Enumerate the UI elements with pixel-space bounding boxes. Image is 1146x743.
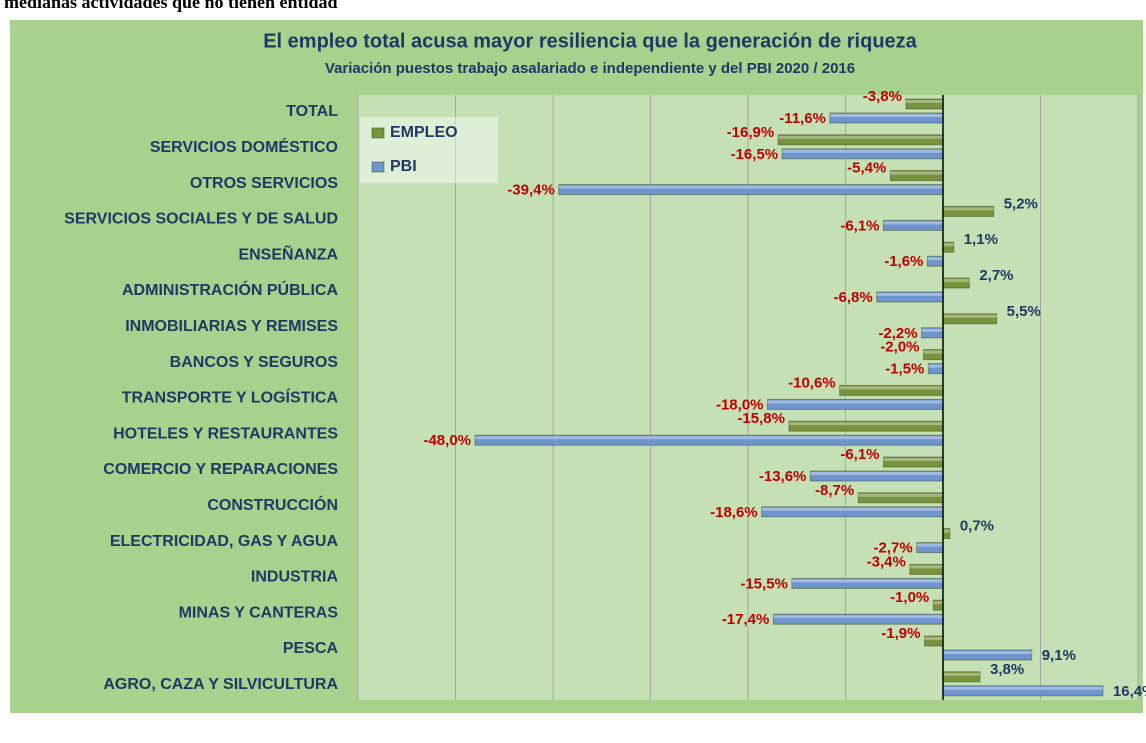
category-label: BANCOS Y SEGUROS	[170, 354, 339, 371]
category-label: CONSTRUCCIÓN	[207, 495, 338, 514]
value-label: -10,6%	[788, 374, 836, 391]
chart-subtitle: Variación puestos trabajo asalariado e i…	[325, 60, 855, 77]
value-label: -2,0%	[880, 339, 919, 356]
value-label: 9,1%	[1042, 647, 1076, 664]
value-label: 16,4%	[1113, 683, 1146, 700]
legend-label: PBI	[390, 158, 417, 175]
value-label: -8,7%	[815, 482, 854, 499]
bar-highlight	[791, 579, 943, 583]
category-label: SERVICIOS DOMÉSTICO	[150, 137, 338, 156]
bar-highlight	[883, 221, 943, 225]
value-label: 5,2%	[1004, 195, 1038, 212]
bar-highlight	[943, 207, 994, 211]
value-label: 5,5%	[1007, 303, 1041, 320]
top-text: medianas actividades que no tienen entid…	[4, 0, 338, 12]
category-label: OTROS SERVICIOS	[190, 175, 339, 192]
category-label: TOTAL	[286, 103, 338, 120]
category-label: INMOBILIARIAS Y REMISES	[125, 318, 338, 335]
category-label: INDUSTRIA	[251, 569, 339, 586]
value-label: -18,6%	[710, 504, 758, 521]
value-label: 2,7%	[979, 267, 1013, 284]
category-label: COMERCIO Y REPARACIONES	[103, 461, 338, 478]
category-label: PESCA	[283, 640, 339, 657]
value-label: -1,9%	[881, 625, 920, 642]
bar-highlight	[788, 422, 943, 426]
value-label: -6,1%	[840, 217, 879, 234]
value-label: -1,6%	[884, 253, 923, 270]
bar-highlight	[782, 149, 943, 153]
category-label: AGRO, CAZA Y SILVICULTURA	[103, 676, 338, 693]
value-label: -13,6%	[759, 468, 807, 485]
bar-highlight	[923, 350, 943, 354]
value-label: -5,4%	[847, 160, 886, 177]
bars: TOTAL -3,8% -11,6% SERVICIOS DOMÉSTICO -16,9…	[64, 88, 1146, 700]
category-label: SERVICIOS SOCIALES Y DE SALUD	[64, 211, 338, 228]
bar-highlight	[767, 400, 943, 404]
category-label: TRANSPORTE Y LOGÍSTICA	[122, 388, 339, 407]
bar-highlight	[858, 493, 943, 497]
bar-highlight	[943, 279, 970, 282]
bar-highlight	[928, 364, 943, 368]
value-label: -6,8%	[834, 289, 873, 306]
value-label: 3,8%	[990, 661, 1024, 678]
bar-highlight	[943, 314, 997, 318]
bar-highlight	[943, 672, 981, 676]
legend-swatch	[371, 127, 385, 139]
value-label: 0,7%	[960, 518, 994, 535]
bar-highlight	[916, 543, 943, 547]
bar-highlight	[883, 458, 943, 461]
bar-highlight	[475, 436, 943, 440]
bar-highlight	[943, 243, 954, 247]
bar-highlight	[943, 529, 950, 533]
value-label: -39,4%	[507, 182, 555, 199]
legend-label: EMPLEO	[390, 124, 458, 141]
bar-highlight	[876, 293, 943, 296]
value-label: -15,5%	[740, 575, 788, 592]
bar-highlight	[839, 386, 943, 390]
bar-highlight	[921, 328, 943, 332]
value-label: -2,2%	[878, 325, 917, 342]
bar-highlight	[943, 651, 1032, 654]
bar-highlight	[905, 100, 943, 103]
category-label: ELECTRICIDAD, GAS Y AGUA	[110, 533, 339, 550]
bar-highlight	[829, 114, 943, 117]
bar-highlight	[909, 565, 943, 569]
value-label: -48,0%	[423, 432, 471, 449]
chart-title: El empleo total acusa mayor resiliencia …	[263, 30, 917, 52]
bar-highlight	[943, 686, 1103, 690]
bar-highlight	[773, 615, 943, 619]
bar-highlight	[890, 171, 943, 175]
value-label: -15,8%	[737, 410, 785, 427]
category-label: HOTELES Y RESTAURANTES	[113, 425, 338, 442]
category-label: MINAS Y CANTERAS	[179, 604, 339, 621]
bar-highlight	[558, 185, 943, 189]
bar-highlight	[933, 601, 943, 605]
value-label: -1,0%	[890, 589, 929, 606]
value-label: -16,9%	[727, 124, 775, 141]
value-label: -17,4%	[722, 611, 770, 628]
bar-highlight	[927, 257, 943, 261]
category-label: ADMINISTRACIÓN PÚBLICA	[122, 280, 338, 299]
value-label: -1,5%	[885, 361, 924, 378]
legend-swatch	[371, 161, 385, 173]
value-label: -2,7%	[873, 540, 912, 557]
value-label: -16,5%	[731, 146, 779, 163]
bar-highlight	[778, 135, 943, 139]
value-label: -3,4%	[867, 553, 906, 570]
value-label: -18,0%	[716, 396, 764, 413]
legend: EMPLEO PBI	[360, 117, 498, 183]
bar-highlight	[924, 637, 943, 640]
bar-highlight	[810, 472, 943, 475]
value-label: -6,1%	[840, 446, 879, 463]
value-label: -3,8%	[863, 88, 902, 105]
bar-highlight	[761, 507, 943, 511]
category-label: ENSEÑANZA	[238, 243, 338, 263]
value-label: 1,1%	[964, 231, 998, 248]
value-label: -11,6%	[779, 110, 826, 127]
